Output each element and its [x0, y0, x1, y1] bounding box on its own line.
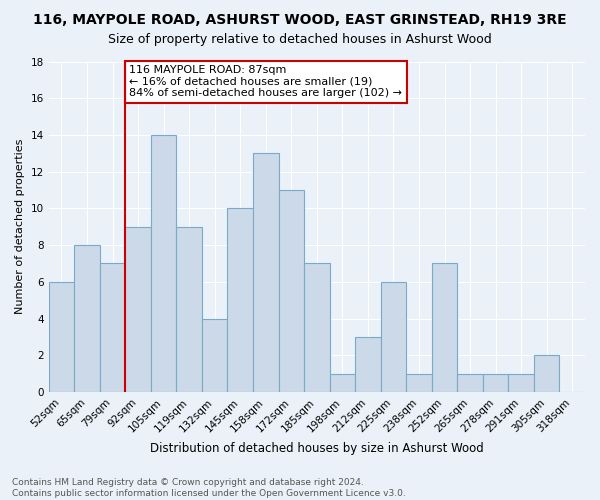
Bar [432, 264, 457, 392]
Bar [483, 374, 508, 392]
Bar [406, 374, 432, 392]
Bar [100, 264, 125, 392]
Bar [380, 282, 406, 392]
Bar [508, 374, 534, 392]
Bar [125, 226, 151, 392]
Bar [253, 154, 278, 392]
Bar [227, 208, 253, 392]
Bar [202, 318, 227, 392]
Bar [176, 226, 202, 392]
Bar [151, 135, 176, 392]
Text: Contains HM Land Registry data © Crown copyright and database right 2024.
Contai: Contains HM Land Registry data © Crown c… [12, 478, 406, 498]
Text: 116, MAYPOLE ROAD, ASHURST WOOD, EAST GRINSTEAD, RH19 3RE: 116, MAYPOLE ROAD, ASHURST WOOD, EAST GR… [33, 12, 567, 26]
X-axis label: Distribution of detached houses by size in Ashurst Wood: Distribution of detached houses by size … [150, 442, 484, 455]
Bar [278, 190, 304, 392]
Bar [329, 374, 355, 392]
Y-axis label: Number of detached properties: Number of detached properties [15, 139, 25, 314]
Bar [457, 374, 483, 392]
Text: Size of property relative to detached houses in Ashurst Wood: Size of property relative to detached ho… [108, 32, 492, 46]
Bar [355, 337, 380, 392]
Bar [304, 264, 329, 392]
Bar [534, 355, 559, 392]
Text: 116 MAYPOLE ROAD: 87sqm
← 16% of detached houses are smaller (19)
84% of semi-de: 116 MAYPOLE ROAD: 87sqm ← 16% of detache… [129, 65, 402, 98]
Bar [49, 282, 74, 392]
Bar [74, 245, 100, 392]
